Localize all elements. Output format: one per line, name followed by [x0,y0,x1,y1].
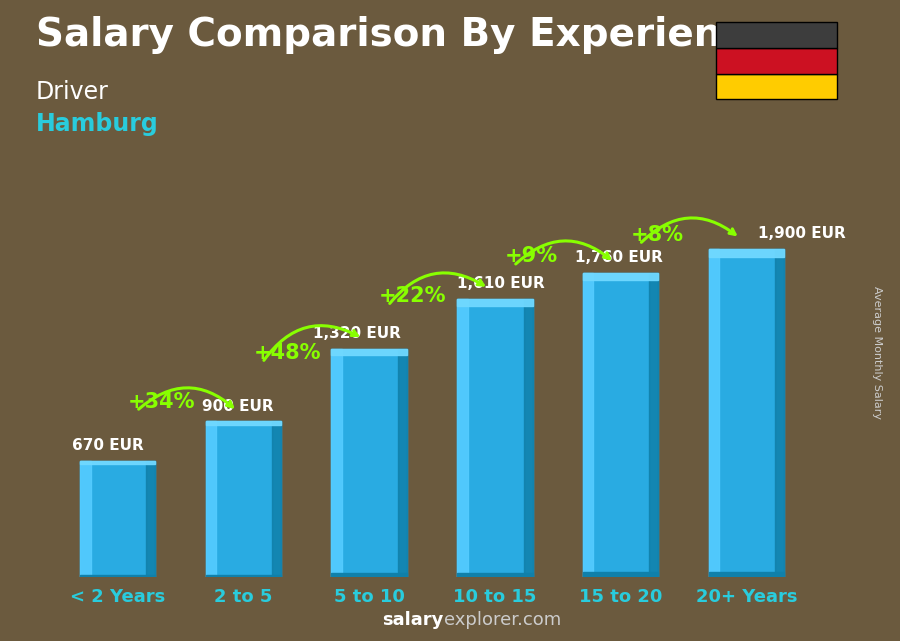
Bar [272,421,281,577]
Bar [708,249,719,577]
Text: 1,760 EUR: 1,760 EUR [575,250,663,265]
Bar [206,421,216,577]
Bar [708,249,784,577]
Text: +48%: +48% [254,343,321,363]
Bar [457,299,533,306]
Text: +9%: +9% [505,246,558,267]
Bar [331,349,342,577]
Bar [583,273,658,280]
Bar [457,299,468,577]
Bar [206,421,281,425]
Bar [398,349,407,577]
Text: Driver: Driver [36,80,109,104]
Bar [331,574,407,577]
Text: 670 EUR: 670 EUR [73,438,144,453]
Bar [775,249,784,577]
Text: Average Monthly Salary: Average Monthly Salary [872,286,883,419]
Bar [583,572,658,577]
Text: Hamburg: Hamburg [36,112,158,136]
Text: 1,610 EUR: 1,610 EUR [457,276,544,291]
Bar [583,273,593,577]
Bar [583,273,658,577]
Text: 1,900 EUR: 1,900 EUR [758,226,845,241]
Bar [524,299,533,577]
Bar [649,273,658,577]
Bar [708,249,784,257]
Bar [206,574,281,577]
Bar [331,349,407,577]
Bar [80,461,156,464]
Text: explorer.com: explorer.com [444,612,561,629]
Bar [147,461,156,577]
Bar [457,299,533,577]
Bar [331,349,407,354]
Bar [80,461,156,577]
Bar [80,461,91,577]
Text: +22%: +22% [379,286,446,306]
Text: +8%: +8% [631,225,684,245]
Bar [206,421,281,577]
Bar [80,575,156,577]
Bar [708,572,784,577]
Text: 900 EUR: 900 EUR [202,399,274,413]
Bar [457,572,533,577]
Text: 1,320 EUR: 1,320 EUR [312,326,400,341]
Text: +34%: +34% [128,392,195,412]
Text: Salary Comparison By Experience: Salary Comparison By Experience [36,16,770,54]
Text: salary: salary [382,612,444,629]
